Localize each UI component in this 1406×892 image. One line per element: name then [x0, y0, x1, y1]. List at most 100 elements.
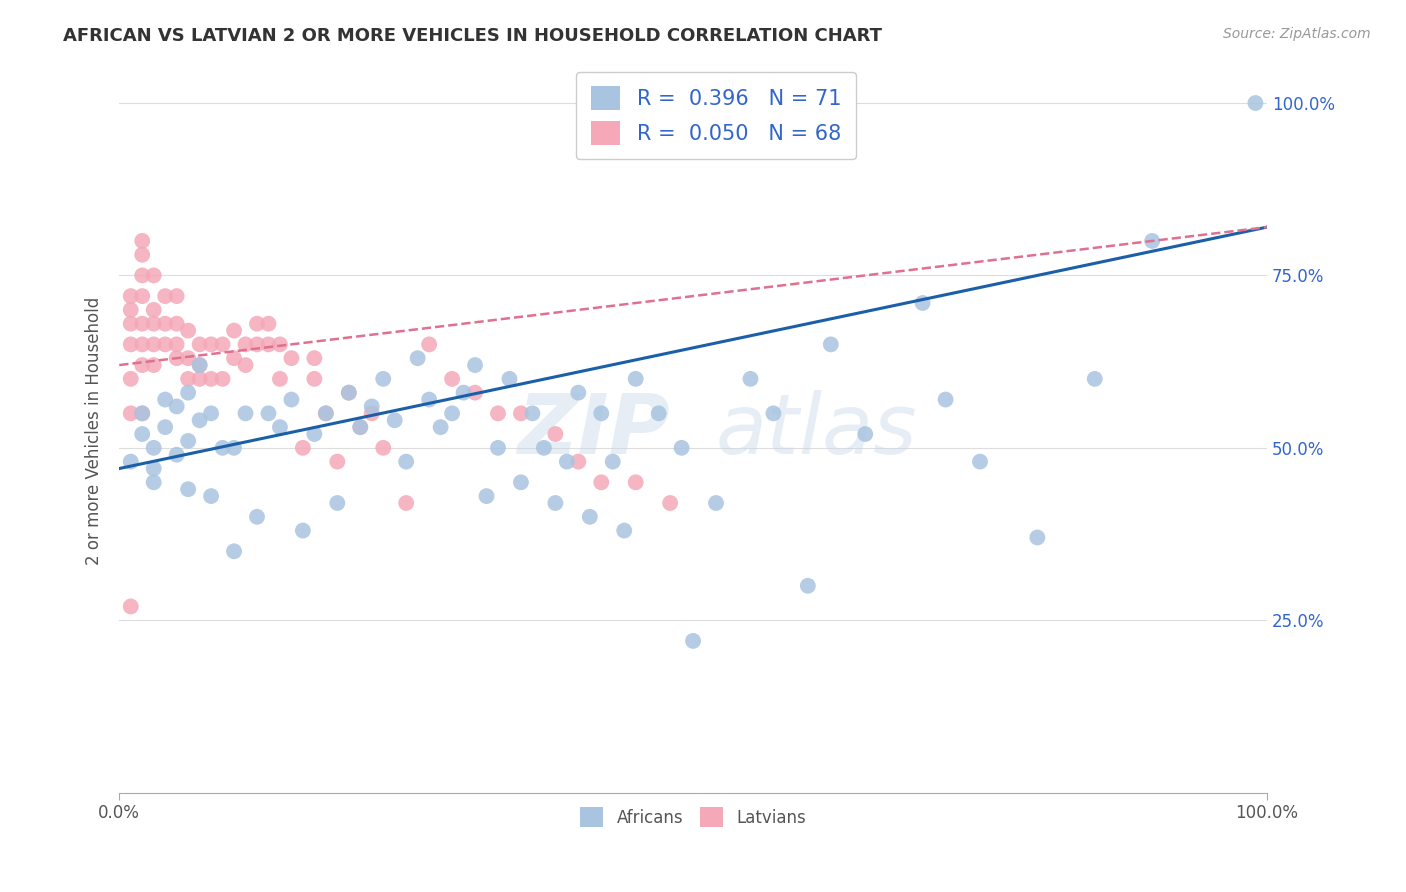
Point [280, 351, 302, 366]
Point [740, 372, 762, 386]
Point [153, 337, 176, 351]
Point [246, 509, 269, 524]
Point [522, 406, 544, 420]
Point [177, 434, 200, 448]
Point [222, 324, 245, 338]
Point [120, 337, 142, 351]
Text: AFRICAN VS LATVIAN 2 OR MORE VEHICLES IN HOUSEHOLD CORRELATION CHART: AFRICAN VS LATVIAN 2 OR MORE VEHICLES IN… [63, 27, 883, 45]
Point [269, 337, 291, 351]
Point [142, 358, 165, 372]
Point [120, 302, 142, 317]
Point [304, 351, 326, 366]
Point [246, 317, 269, 331]
Point [853, 427, 876, 442]
Point [544, 496, 567, 510]
Point [153, 317, 176, 331]
Point [406, 351, 429, 366]
Point [257, 337, 280, 351]
Point [120, 455, 142, 469]
Point [166, 400, 188, 414]
Point [429, 420, 451, 434]
Point [911, 296, 934, 310]
Point [131, 268, 153, 283]
Point [280, 392, 302, 407]
Point [235, 337, 257, 351]
Point [969, 455, 991, 469]
Point [142, 317, 165, 331]
Point [131, 358, 153, 372]
Point [315, 406, 337, 420]
Point [1026, 531, 1049, 545]
Point [257, 406, 280, 420]
Point [131, 427, 153, 442]
Point [591, 475, 613, 490]
Point [153, 289, 176, 303]
Point [246, 337, 269, 351]
Point [624, 372, 647, 386]
Point [395, 496, 418, 510]
Point [418, 392, 440, 407]
Point [166, 289, 188, 303]
Text: ZIP: ZIP [517, 390, 671, 471]
Point [1140, 234, 1163, 248]
Point [188, 358, 211, 372]
Point [682, 634, 704, 648]
Point [131, 406, 153, 420]
Text: atlas: atlas [716, 390, 918, 471]
Point [384, 413, 406, 427]
Point [269, 420, 291, 434]
Point [360, 400, 382, 414]
Point [153, 392, 176, 407]
Point [142, 461, 165, 475]
Point [200, 372, 222, 386]
Point [762, 406, 785, 420]
Point [166, 448, 188, 462]
Point [395, 455, 418, 469]
Point [591, 406, 613, 420]
Point [935, 392, 957, 407]
Point [373, 441, 395, 455]
Point [1084, 372, 1107, 386]
Point [235, 406, 257, 420]
Point [647, 406, 669, 420]
Point [131, 234, 153, 248]
Point [142, 441, 165, 455]
Point [131, 337, 153, 351]
Point [602, 455, 624, 469]
Point [188, 413, 211, 427]
Point [211, 337, 233, 351]
Point [544, 427, 567, 442]
Point [131, 406, 153, 420]
Point [567, 455, 589, 469]
Point [291, 441, 314, 455]
Point [120, 317, 142, 331]
Point [1244, 95, 1267, 110]
Point [555, 455, 578, 469]
Point [222, 351, 245, 366]
Point [177, 482, 200, 496]
Point [337, 385, 360, 400]
Point [464, 358, 486, 372]
Point [120, 599, 142, 614]
Point [257, 317, 280, 331]
Point [486, 441, 509, 455]
Point [337, 385, 360, 400]
Point [349, 420, 371, 434]
Point [475, 489, 498, 503]
Point [510, 475, 533, 490]
Legend: Africans, Latvians: Africans, Latvians [572, 799, 814, 835]
Point [142, 302, 165, 317]
Point [177, 372, 200, 386]
Point [222, 544, 245, 558]
Point [142, 337, 165, 351]
Point [326, 496, 349, 510]
Point [142, 268, 165, 283]
Point [820, 337, 842, 351]
Point [188, 372, 211, 386]
Point [188, 358, 211, 372]
Point [578, 509, 600, 524]
Point [235, 358, 257, 372]
Point [441, 372, 464, 386]
Text: Source: ZipAtlas.com: Source: ZipAtlas.com [1223, 27, 1371, 41]
Point [567, 385, 589, 400]
